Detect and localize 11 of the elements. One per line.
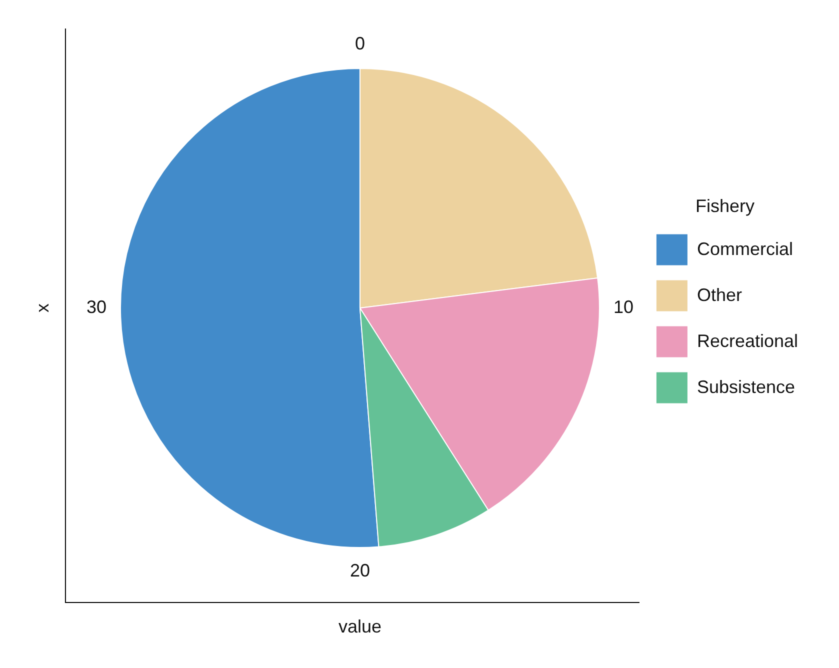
legend-label: Commercial xyxy=(696,238,793,259)
text: x xyxy=(32,304,52,312)
legend-label: Other xyxy=(696,284,742,305)
text: 20 xyxy=(350,560,370,580)
text: 0 xyxy=(354,33,365,54)
legend-label: Recreational xyxy=(696,330,798,351)
text: 10 xyxy=(613,296,634,317)
legend-title: Fishery xyxy=(695,196,754,216)
text: 30 xyxy=(86,296,106,317)
text: value xyxy=(338,616,382,636)
legend-label: Subsistence xyxy=(696,376,796,397)
